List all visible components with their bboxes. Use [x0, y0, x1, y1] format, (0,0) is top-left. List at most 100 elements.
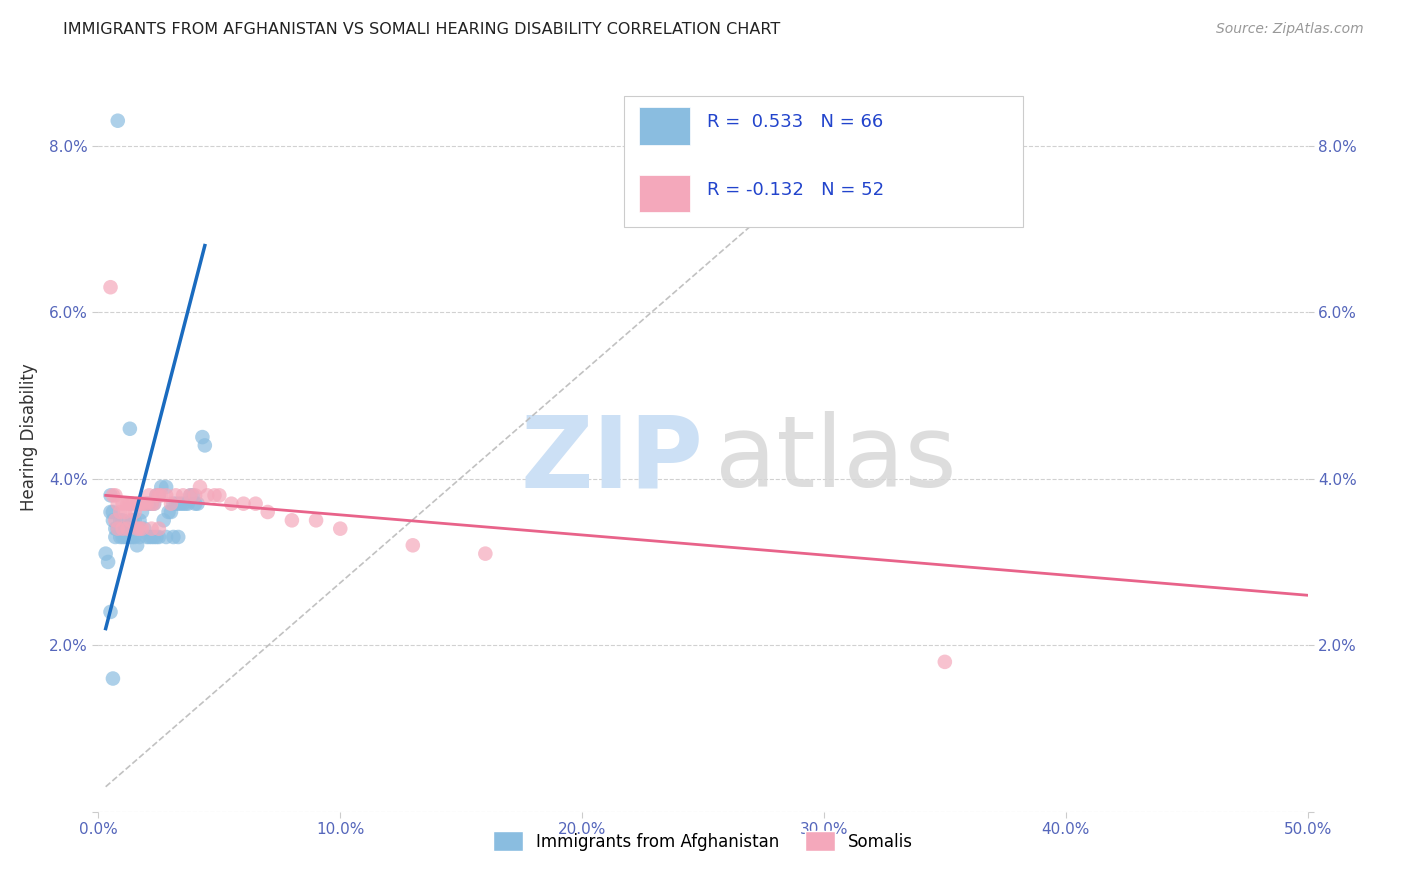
Legend: Immigrants from Afghanistan, Somalis: Immigrants from Afghanistan, Somalis — [486, 825, 920, 857]
Point — [124, 505, 146, 519]
Point — [138, 497, 160, 511]
Point — [111, 513, 134, 527]
Point — [143, 497, 166, 511]
Point — [128, 513, 150, 527]
Point — [474, 547, 496, 561]
Point — [127, 497, 149, 511]
Point — [114, 505, 136, 519]
Text: R = -0.132   N = 52: R = -0.132 N = 52 — [707, 181, 884, 199]
Point — [157, 505, 180, 519]
Point — [124, 530, 146, 544]
Point — [117, 522, 139, 536]
Point — [111, 522, 134, 536]
Point — [160, 497, 183, 511]
Text: atlas: atlas — [716, 411, 956, 508]
Point — [141, 530, 163, 544]
Point — [256, 505, 278, 519]
Point — [148, 530, 170, 544]
Point — [121, 513, 143, 527]
Point — [150, 488, 173, 502]
Point — [101, 488, 124, 502]
Point — [124, 513, 146, 527]
Point — [111, 497, 134, 511]
Point — [221, 497, 243, 511]
Point — [131, 497, 153, 511]
Point — [134, 522, 156, 536]
Point — [179, 488, 201, 502]
Point — [121, 497, 143, 511]
Point — [150, 480, 173, 494]
Point — [305, 513, 328, 527]
Point — [100, 505, 122, 519]
Point — [117, 530, 139, 544]
Point — [184, 497, 207, 511]
Point — [155, 530, 177, 544]
Point — [118, 422, 141, 436]
Point — [204, 488, 226, 502]
Point — [128, 530, 150, 544]
Point — [145, 530, 167, 544]
Point — [145, 488, 167, 502]
Point — [127, 538, 149, 552]
Point — [104, 530, 127, 544]
Point — [138, 488, 160, 502]
Point — [172, 497, 194, 511]
Point — [128, 522, 150, 536]
Point — [118, 530, 141, 544]
Point — [114, 522, 136, 536]
Point — [232, 497, 254, 511]
Text: R =  0.533   N = 66: R = 0.533 N = 66 — [707, 113, 883, 131]
Point — [402, 538, 425, 552]
Point — [118, 513, 141, 527]
Point — [148, 488, 170, 502]
Point — [107, 497, 129, 511]
Point — [108, 530, 131, 544]
Point — [195, 488, 218, 502]
Point — [134, 497, 156, 511]
Point — [179, 488, 201, 502]
Text: ZIP: ZIP — [520, 411, 703, 508]
Point — [101, 513, 124, 527]
Point — [97, 555, 120, 569]
Text: IMMIGRANTS FROM AFGHANISTAN VS SOMALI HEARING DISABILITY CORRELATION CHART: IMMIGRANTS FROM AFGHANISTAN VS SOMALI HE… — [63, 22, 780, 37]
Point — [145, 488, 167, 502]
Point — [107, 522, 129, 536]
Point — [143, 497, 166, 511]
Point — [107, 113, 129, 128]
Point — [165, 497, 187, 511]
Point — [104, 522, 127, 536]
Point — [141, 497, 163, 511]
Point — [165, 488, 187, 502]
Point — [162, 530, 184, 544]
Point — [329, 522, 352, 536]
Point — [104, 488, 127, 502]
FancyBboxPatch shape — [638, 175, 690, 212]
Point — [135, 497, 157, 511]
Point — [152, 513, 174, 527]
Point — [101, 505, 124, 519]
Point — [160, 505, 183, 519]
Point — [245, 497, 267, 511]
Point — [135, 530, 157, 544]
Point — [107, 522, 129, 536]
Point — [127, 522, 149, 536]
Point — [118, 497, 141, 511]
Point — [128, 497, 150, 511]
Point — [101, 672, 124, 686]
Point — [108, 505, 131, 519]
Point — [167, 497, 190, 511]
Point — [188, 480, 211, 494]
Point — [141, 497, 163, 511]
Point — [181, 488, 204, 502]
Point — [184, 488, 207, 502]
Point — [100, 488, 122, 502]
Point — [104, 513, 127, 527]
Point — [162, 497, 184, 511]
Point — [141, 522, 163, 536]
Point — [94, 547, 117, 561]
Text: Source: ZipAtlas.com: Source: ZipAtlas.com — [1216, 22, 1364, 37]
Point — [191, 430, 214, 444]
Point — [100, 280, 122, 294]
Point — [118, 522, 141, 536]
Point — [114, 530, 136, 544]
